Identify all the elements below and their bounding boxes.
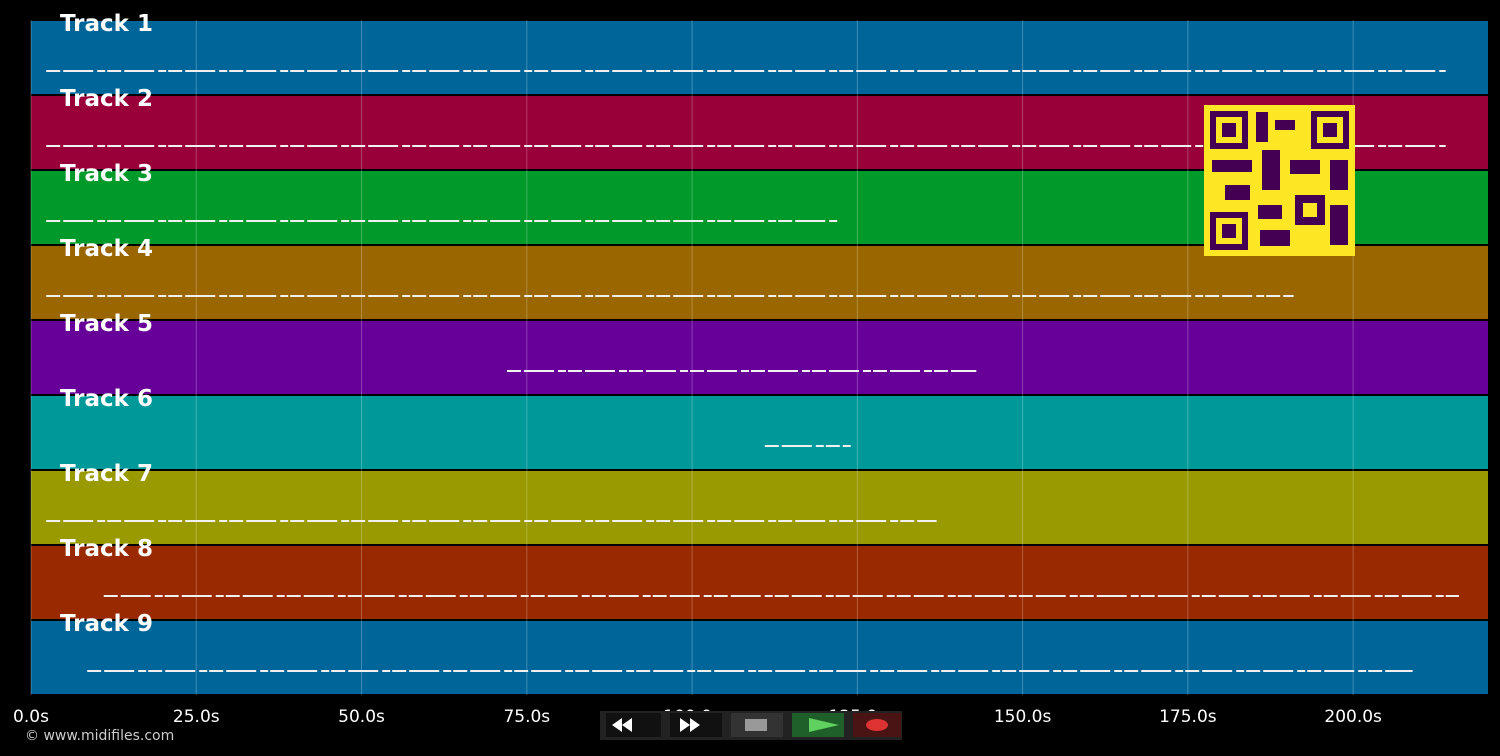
track-name: Track 1 — [60, 11, 153, 37]
track-name: Track 4 — [60, 236, 153, 262]
track-row — [31, 396, 1488, 469]
track-row — [31, 321, 1488, 394]
x-tick-label: 75.0s — [503, 707, 550, 727]
track-name: Track 5 — [60, 311, 153, 337]
track-row — [31, 471, 1488, 544]
copyright: © www.midifiles.com — [25, 728, 174, 744]
record-button[interactable] — [853, 713, 901, 737]
rewind-button[interactable] — [606, 713, 661, 737]
play-button[interactable] — [792, 713, 844, 737]
track-labels: Track 1 Track 2 Track 3 Track 4 Track 5 Track… — [60, 11, 153, 637]
track-name: Track 2 — [60, 86, 153, 112]
x-tick-label: 25.0s — [173, 707, 220, 727]
x-tick-label: 50.0s — [338, 707, 385, 727]
x-tick-label: 175.0s — [1159, 707, 1217, 727]
x-tick-label: 0.0s — [13, 707, 49, 727]
track-row — [31, 621, 1488, 694]
grid — [30, 20, 1354, 695]
track-name: Track 6 — [60, 386, 153, 412]
track-name: Track 3 — [60, 161, 153, 187]
x-tick-label: 150.0s — [994, 707, 1052, 727]
player-controls — [600, 711, 902, 740]
qr-code — [1204, 105, 1355, 256]
track-row — [31, 546, 1488, 619]
track-name: Track 8 — [60, 536, 153, 562]
track-row — [31, 246, 1488, 319]
stop-button[interactable] — [731, 713, 783, 737]
track-name: Track 9 — [60, 611, 153, 637]
track-row — [31, 21, 1488, 94]
track-name: Track 7 — [60, 461, 153, 487]
forward-button[interactable] — [670, 713, 722, 737]
x-tick-label: 200.0s — [1324, 707, 1382, 727]
